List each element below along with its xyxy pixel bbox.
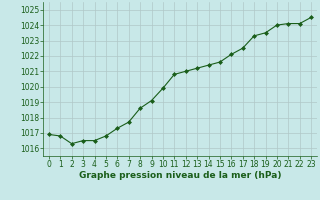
X-axis label: Graphe pression niveau de la mer (hPa): Graphe pression niveau de la mer (hPa) [79,171,281,180]
